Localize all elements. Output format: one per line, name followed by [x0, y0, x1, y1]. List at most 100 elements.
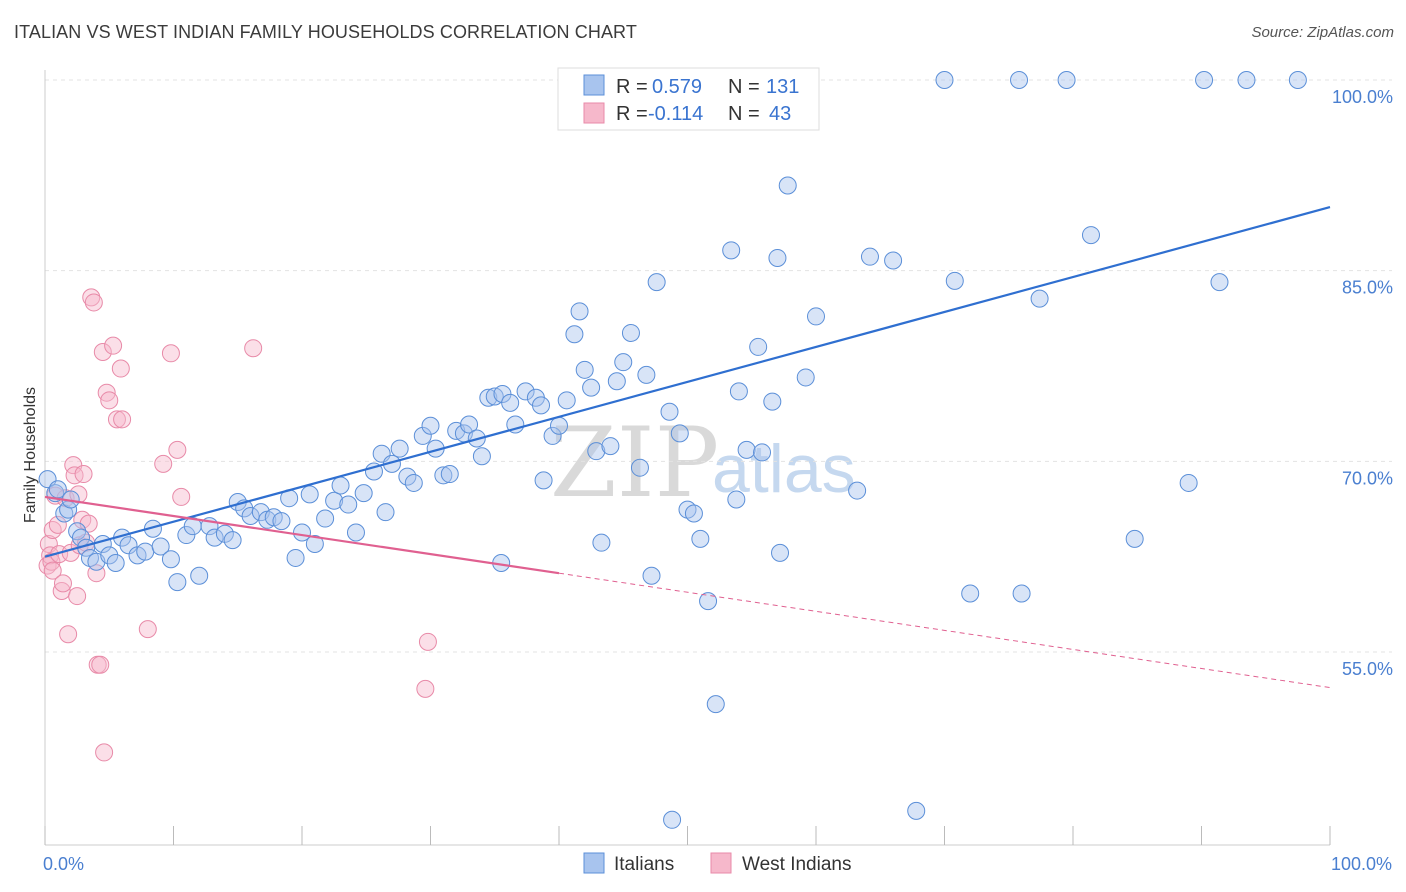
- italians-point: [472, 447, 491, 466]
- italians-point: [1030, 289, 1049, 308]
- italians-point: [737, 440, 756, 459]
- west-indians-point: [93, 343, 112, 362]
- y-tick-label: 85.0%: [1342, 278, 1393, 298]
- italians-point: [404, 473, 423, 492]
- x-tick-label-max: 100.0%: [1331, 854, 1392, 874]
- italians-point: [722, 241, 741, 260]
- italians-point: [136, 542, 155, 561]
- x-tick-label-min: 0.0%: [43, 854, 84, 874]
- italians-point: [961, 584, 980, 603]
- italians-point: [440, 465, 459, 484]
- italians-point: [506, 415, 525, 434]
- y-tick-label: 100.0%: [1332, 87, 1393, 107]
- italians-point: [557, 391, 576, 410]
- legend-west-indians-swatch: [583, 102, 605, 124]
- bottom-legend-italians-label: Italians: [614, 854, 674, 875]
- italians-point: [300, 485, 319, 504]
- chart-title: ITALIAN VS WEST INDIAN FAMILY HOUSEHOLDS…: [14, 22, 637, 42]
- italians-point: [286, 548, 305, 567]
- italians-point: [575, 360, 594, 379]
- italians-point: [151, 537, 170, 556]
- italians-point: [607, 372, 626, 391]
- west-indians-point: [43, 520, 62, 539]
- italians-point: [1057, 71, 1076, 89]
- italians-point: [663, 810, 682, 829]
- italians-point: [630, 458, 649, 477]
- west-indians-point: [104, 336, 123, 355]
- italians-point: [935, 71, 954, 89]
- y-tick-label: 55.0%: [1342, 659, 1393, 679]
- west-indians-point: [418, 632, 437, 651]
- bottom-legend-italians-swatch: [583, 852, 605, 874]
- italians-point: [1288, 71, 1307, 89]
- italians-point: [532, 396, 551, 415]
- italians-point: [907, 801, 926, 820]
- legend-n-value-1: 131: [766, 76, 799, 98]
- legend-n-value-2: 43: [769, 103, 791, 125]
- italians-point: [534, 471, 553, 490]
- gridlines: [45, 79, 1392, 653]
- italians-point: [460, 415, 479, 434]
- legend-r-value-1: 0.579: [652, 76, 702, 98]
- italians-point: [346, 523, 365, 542]
- italians-point: [727, 490, 746, 509]
- italians-point: [945, 271, 964, 290]
- legend-r-value-2: -0.114: [648, 103, 703, 125]
- west-indians-point: [113, 410, 132, 429]
- west-indians-trend-extension: [558, 572, 1331, 689]
- italians-point: [1125, 529, 1144, 548]
- italians-point: [106, 554, 125, 573]
- italians-point: [706, 695, 725, 714]
- west-indians-point: [107, 410, 126, 429]
- west-indians-point: [43, 561, 62, 580]
- west-indians-point: [65, 466, 84, 485]
- west-indians-point: [48, 515, 67, 534]
- italians-point: [543, 426, 562, 445]
- watermark-zip: ZIP: [550, 407, 719, 519]
- italians-point: [647, 273, 666, 292]
- west-indians-point: [111, 359, 130, 378]
- italians-point: [570, 302, 589, 321]
- axes: [44, 70, 1331, 846]
- legend-top: R = 0.579 N = 131 R = -0.114 N = 43: [557, 67, 820, 131]
- italians-point: [325, 491, 344, 510]
- watermark-atlas: atlas: [712, 431, 856, 507]
- italians-point: [684, 504, 703, 523]
- italians-point: [565, 325, 584, 344]
- y-axis-label: Family Households: [22, 387, 39, 523]
- trend-lines: [44, 206, 1331, 689]
- italians-point: [434, 466, 453, 485]
- italians-point: [516, 382, 535, 401]
- west-indians-point: [168, 440, 187, 459]
- italians-point: [190, 566, 209, 585]
- italians-point: [592, 533, 611, 552]
- west-indians-point: [416, 679, 435, 698]
- italians-point: [331, 476, 350, 495]
- bottom-legend-west-indians-swatch: [710, 852, 732, 874]
- west-indians-point: [59, 625, 78, 644]
- y-tick-label: 70.0%: [1342, 468, 1393, 488]
- italians-point: [354, 484, 373, 503]
- west-indians-point: [91, 655, 110, 674]
- italians-point: [807, 307, 825, 326]
- legend-n-label-1: N =: [728, 76, 760, 98]
- west-indians-point: [53, 574, 72, 593]
- italians-point: [168, 573, 187, 592]
- italians-point: [161, 550, 180, 569]
- italians-point: [215, 524, 234, 543]
- italians-point: [376, 503, 395, 522]
- italians-point: [1179, 473, 1198, 492]
- italians-point: [398, 467, 417, 486]
- italians-point: [1237, 71, 1256, 89]
- italians-point: [305, 534, 324, 553]
- italians-point: [637, 365, 656, 384]
- watermark: ZIP atlas: [550, 407, 856, 519]
- italians-point: [768, 248, 787, 267]
- legend-n-label-2: N =: [728, 103, 760, 125]
- italians-point: [223, 531, 242, 550]
- west-indians-point: [74, 465, 93, 484]
- italians-point: [421, 416, 440, 435]
- italians-point: [670, 424, 689, 443]
- italians-point: [479, 388, 498, 407]
- italians-point: [771, 543, 790, 562]
